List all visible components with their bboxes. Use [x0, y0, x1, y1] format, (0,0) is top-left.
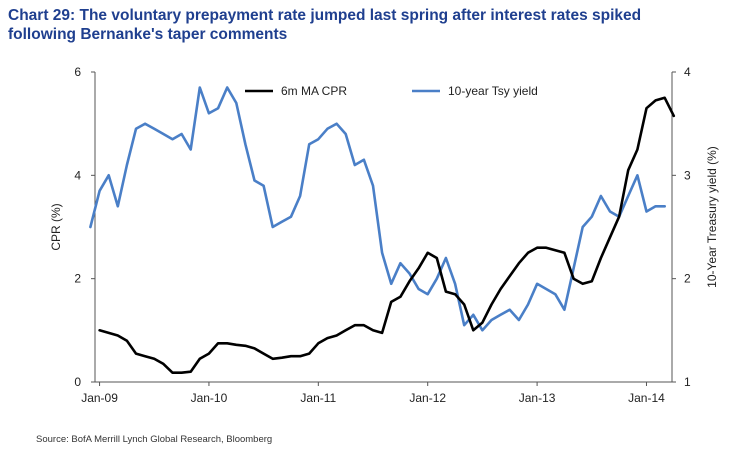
x-tick-label: Jan-11 — [300, 391, 336, 405]
chart-title-line-1: Chart 29: The voluntary prepayment rate … — [8, 7, 642, 24]
left-y-tick-label: 2 — [74, 272, 81, 286]
y-axis-label-right: 10-Year Treasury yield (%) — [705, 146, 719, 288]
right-y-tick-label: 4 — [684, 65, 691, 79]
right-y-tick-label: 1 — [684, 375, 691, 389]
chart-title-line-2: following Bernanke's taper comments — [8, 26, 288, 43]
y-axis-label-left: CPR (%) — [49, 203, 63, 250]
chart-title: Chart 29: The voluntary prepayment rate … — [8, 6, 728, 44]
source-note: Source: BofA Merrill Lynch Global Resear… — [36, 434, 273, 445]
x-tick-label: Jan-10 — [191, 391, 228, 405]
chart-legend: 6m MA CPR 10-year Tsy yield — [245, 84, 538, 98]
chart-axes: 0 2 4 6 1 2 3 4 Jan-09 Jan-10 Jan-11 Jan-12 Jan-13 Ja… — [49, 65, 719, 405]
legend-label: 10-year Tsy yield — [448, 84, 538, 98]
series-line-tsy-yield — [89, 86, 667, 332]
x-tick-label: Jan-09 — [81, 391, 118, 405]
right-y-tick-label: 3 — [684, 168, 691, 182]
legend-item-cpr: 6m MA CPR — [245, 84, 347, 98]
left-y-tick-label: 4 — [74, 168, 81, 182]
x-tick-label: Jan-12 — [409, 391, 446, 405]
legend-item-tsy-yield: 10-year Tsy yield — [412, 84, 538, 98]
series-line-cpr — [98, 96, 676, 375]
left-y-tick-label: 6 — [74, 65, 81, 79]
series-layer — [89, 86, 676, 375]
left-y-tick-label: 0 — [74, 375, 81, 389]
right-y-tick-label: 2 — [684, 272, 691, 286]
x-tick-label: Jan-14 — [628, 391, 665, 405]
legend-label: 6m MA CPR — [281, 84, 347, 98]
x-tick-label: Jan-13 — [519, 391, 556, 405]
